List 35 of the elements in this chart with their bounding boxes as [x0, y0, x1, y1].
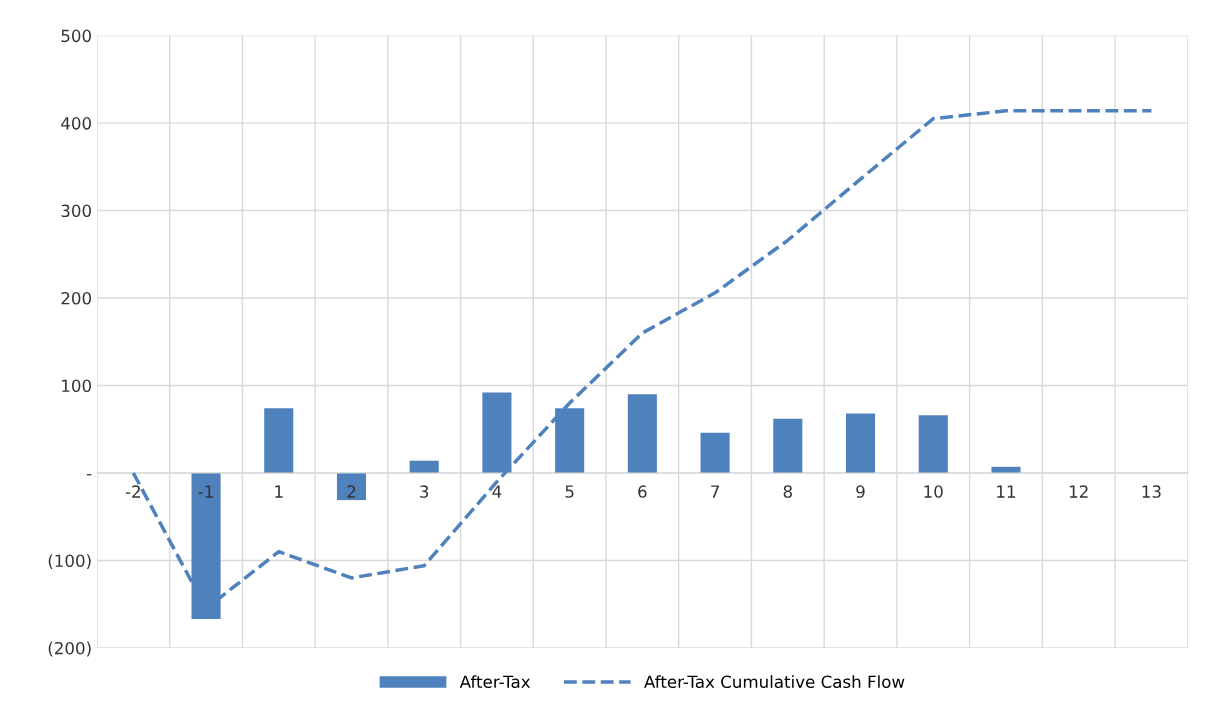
x-tick-label: 3: [420, 485, 429, 498]
x-tick-label: 9: [856, 485, 865, 498]
y-tick-label: 400: [61, 117, 91, 130]
y-tick-label: -: [86, 474, 92, 476]
bar: [264, 408, 294, 473]
x-tick-label: 1: [275, 485, 283, 498]
legend-label: After-Tax: [459, 675, 531, 689]
bar: [918, 415, 948, 473]
y-tick-label: (200): [48, 641, 91, 657]
x-tick-label: 7: [711, 485, 719, 498]
x-tick-label: 8: [783, 485, 792, 498]
bar: [336, 472, 367, 501]
x-tick-label: 4: [492, 485, 502, 498]
y-tick-label: 300: [61, 204, 91, 218]
bar: [773, 418, 803, 473]
bar: [700, 432, 730, 473]
x-tick-label: 10: [924, 485, 943, 498]
bar: [627, 394, 657, 473]
x-tick-label: 13: [1142, 485, 1161, 498]
legend-label: After-Tax Cumulative Cash Flow: [644, 675, 905, 689]
x-tick-label: 6: [638, 485, 647, 498]
x-tick-label: 11: [997, 485, 1016, 498]
x-tick-label: 12: [1069, 485, 1088, 498]
bar: [482, 392, 512, 473]
bar: [555, 408, 585, 473]
y-tick-label: 200: [61, 291, 91, 305]
bar: [845, 413, 876, 473]
bar: [409, 460, 439, 473]
x-tick-label: -2: [125, 485, 140, 498]
x-tick-label: 5: [565, 485, 574, 498]
y-tick-label: (100): [48, 554, 91, 569]
x-tick-label: 2: [347, 485, 356, 498]
x-tick-label: -1: [198, 485, 213, 498]
y-tick-label: 100: [62, 379, 91, 393]
y-tick-label: 500: [61, 29, 91, 43]
